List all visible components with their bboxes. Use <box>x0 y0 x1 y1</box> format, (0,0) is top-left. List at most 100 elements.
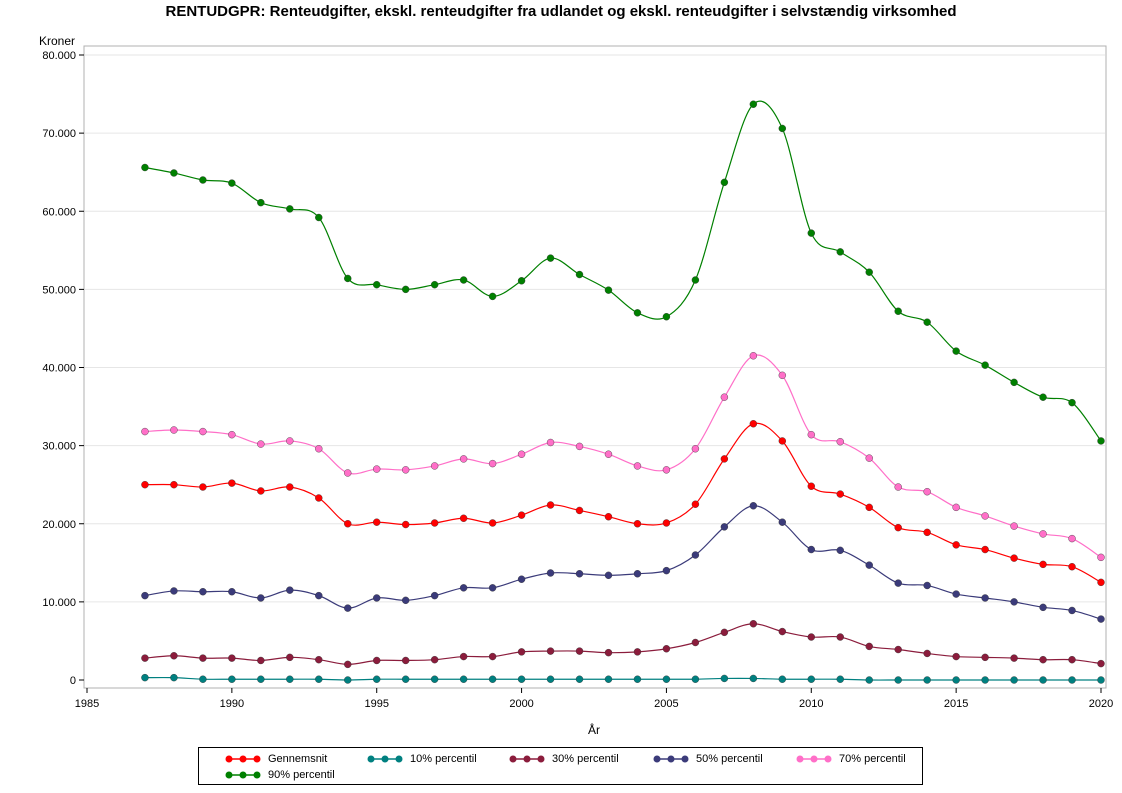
data-point <box>315 655 323 664</box>
data-point <box>459 675 468 683</box>
data-point <box>141 654 149 662</box>
series-90-percentil <box>141 100 1105 445</box>
data-point <box>749 502 758 510</box>
series-30-percentil <box>141 620 1105 669</box>
y-tick-label: 80.000 <box>42 50 76 62</box>
data-point <box>344 676 352 684</box>
data-point <box>749 420 758 428</box>
legend-item: 70% percentil <box>795 751 906 767</box>
data-point <box>373 594 381 602</box>
data-point <box>749 100 758 108</box>
data-point <box>952 652 960 661</box>
legend-swatch <box>653 755 689 763</box>
data-point <box>459 652 468 661</box>
x-axis-title: År <box>588 722 600 737</box>
data-point <box>662 645 671 653</box>
data-point <box>981 594 989 602</box>
series-10-percentil <box>141 673 1105 684</box>
data-point <box>952 676 960 684</box>
data-point <box>720 523 729 531</box>
data-point <box>662 466 671 474</box>
data-point <box>923 581 931 590</box>
legend-label: 30% percentil <box>552 753 619 765</box>
legend-item: 90% percentil <box>224 767 335 783</box>
data-point <box>170 169 178 177</box>
legend-swatch <box>225 771 261 779</box>
data-point <box>257 656 265 665</box>
data-point <box>952 590 960 598</box>
data-point <box>952 347 960 355</box>
x-tick-label: 2005 <box>654 698 678 710</box>
legend-swatch <box>367 755 403 763</box>
legend-item: Gennemsnit <box>224 751 327 767</box>
x-tick-label: 1985 <box>75 698 99 710</box>
data-point <box>401 520 410 529</box>
data-point <box>662 675 671 683</box>
legend-label: 10% percentil <box>410 753 477 765</box>
legend-label: Gennemsnit <box>268 753 328 765</box>
data-point <box>546 438 555 447</box>
data-point <box>836 248 844 256</box>
legend-item: 10% percentil <box>366 751 477 767</box>
data-point <box>488 292 497 301</box>
x-tick-label: 1995 <box>364 698 388 710</box>
data-point <box>459 514 468 522</box>
data-point <box>1039 560 1047 569</box>
series-50-percentil <box>141 502 1105 623</box>
data-point <box>199 427 207 436</box>
data-point <box>257 198 265 207</box>
series-70-percentil <box>141 352 1105 562</box>
data-point <box>865 642 873 651</box>
data-point <box>199 176 207 184</box>
data-point <box>691 276 700 284</box>
data-point <box>836 675 844 683</box>
data-point <box>691 445 700 453</box>
data-point <box>749 352 758 360</box>
data-point <box>344 520 352 528</box>
data-point <box>778 371 787 380</box>
data-point <box>1010 676 1018 684</box>
data-point <box>575 647 584 655</box>
y-axis-title: Kroner <box>39 34 75 48</box>
data-point <box>228 654 236 662</box>
data-point <box>517 450 526 458</box>
data-point <box>286 586 294 594</box>
series-line <box>144 623 1102 665</box>
series-gennemsnit <box>141 420 1105 587</box>
data-point <box>807 633 815 641</box>
data-point <box>170 480 178 489</box>
data-point <box>778 124 787 133</box>
data-point <box>633 675 642 683</box>
data-point <box>1068 655 1076 664</box>
data-point <box>691 500 700 508</box>
data-point <box>575 270 584 279</box>
data-point <box>865 268 873 276</box>
chart-plot: 0 10.000 20.000 30.000 40.000 50.000 60.000 70.… <box>39 34 1113 737</box>
data-point <box>1010 654 1018 662</box>
x-tick-label: 2020 <box>1089 698 1113 710</box>
series-lines <box>141 100 1105 684</box>
data-point <box>981 545 989 554</box>
data-point <box>1039 655 1047 664</box>
data-point <box>836 546 844 555</box>
data-point <box>720 628 729 637</box>
data-point <box>344 604 352 612</box>
data-point <box>228 675 236 683</box>
data-point <box>459 455 468 463</box>
data-point <box>691 551 700 559</box>
data-point <box>170 673 178 682</box>
data-point <box>315 591 323 600</box>
data-point <box>1068 676 1076 684</box>
data-point <box>257 594 265 602</box>
x-tick-label: 2010 <box>799 698 823 710</box>
data-point <box>575 570 584 578</box>
data-point <box>1010 598 1018 606</box>
data-point <box>923 676 931 684</box>
data-point <box>720 674 729 683</box>
data-point <box>430 280 439 289</box>
data-point <box>488 584 497 592</box>
data-point <box>315 213 323 222</box>
data-point <box>257 440 265 448</box>
data-point <box>459 584 468 592</box>
data-point <box>952 503 960 512</box>
